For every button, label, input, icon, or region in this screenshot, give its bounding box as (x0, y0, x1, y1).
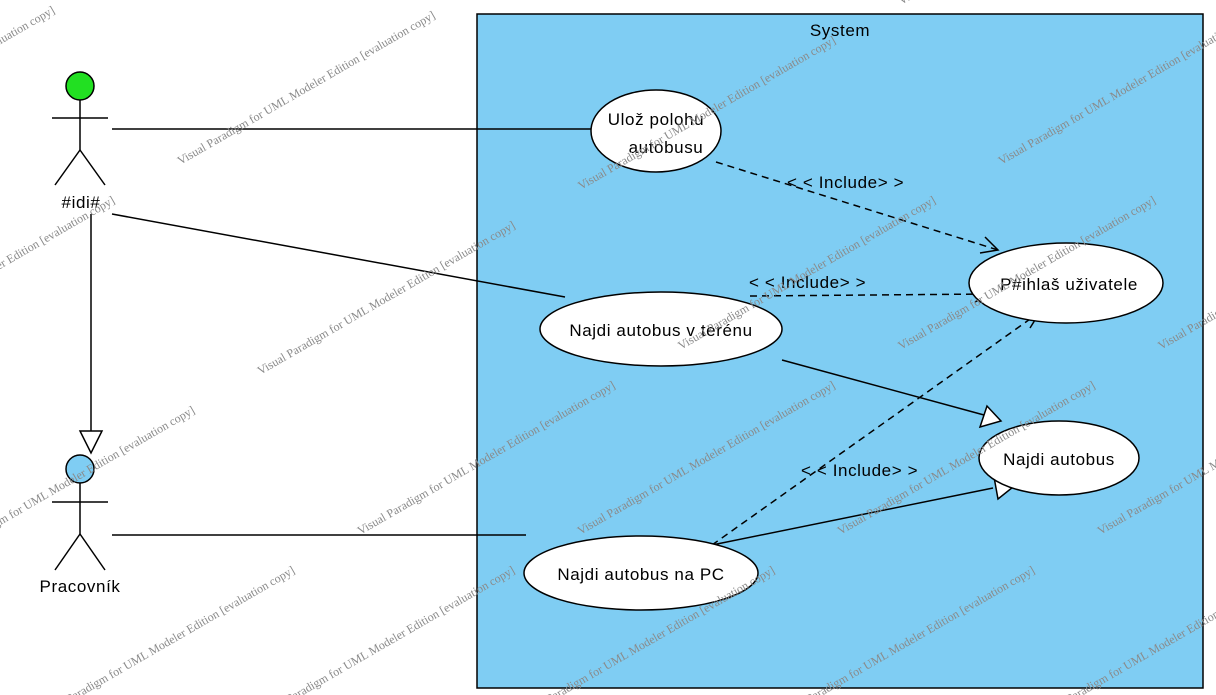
use-case-label: P#ihlaš uživatele (1000, 275, 1138, 294)
use-case-uloz-polohu[interactable]: Ulož polohu autobusu (590, 89, 722, 173)
use-case-label: Najdi autobus v terénu (569, 321, 752, 340)
actor-label: Pracovník (40, 577, 121, 596)
use-case-label: Najdi autobus (1003, 450, 1115, 469)
use-case-label: Ulož polohu (608, 110, 704, 129)
watermark-text: Visual Paradigm for UML Modeler Edition … (175, 8, 438, 168)
include-label-najdi-pc: < < Include> > (801, 461, 918, 480)
use-case-najdi-autobus-na-pc[interactable]: Najdi autobus na PC (523, 535, 759, 611)
actor-label: #idi# (62, 193, 101, 212)
watermark-text: Visual Paradigm for UML Modeler Edition … (0, 3, 57, 163)
watermark-text: Visual Paradigm for UML Modeler Edition … (896, 0, 1159, 8)
include-uloz-prihlas[interactable] (715, 161, 1000, 254)
use-case-prihlas-uzivatele[interactable]: P#ihlaš uživatele (968, 242, 1164, 324)
generalization-najdi-teren-najdi[interactable] (781, 359, 1003, 429)
include-label-uloz: < < Include> > (787, 173, 904, 192)
include-label-najdi-teren: < < Include> > (749, 273, 866, 292)
actor-head (65, 71, 95, 101)
use-case-najdi-autobus-v-terenu[interactable]: Najdi autobus v terénu (539, 291, 783, 367)
use-case-label: autobusu (629, 138, 704, 157)
actor-pracovnik[interactable]: Pracovník (40, 454, 121, 596)
use-case-najdi-autobus[interactable]: Najdi autobus (978, 420, 1140, 496)
watermark-text: Visual Paradigm for UML Modeler Edition … (0, 403, 197, 563)
system-title: System (810, 21, 870, 40)
use-case-label: Najdi autobus na PC (557, 565, 724, 584)
association-idi-najdi-teren[interactable] (111, 213, 566, 298)
actor-idi[interactable]: #idi# (52, 71, 108, 212)
watermark-text: Visual Paradigm for UML Modeler Edition … (0, 193, 117, 353)
generalization-idi-pracovnik[interactable] (78, 214, 104, 455)
